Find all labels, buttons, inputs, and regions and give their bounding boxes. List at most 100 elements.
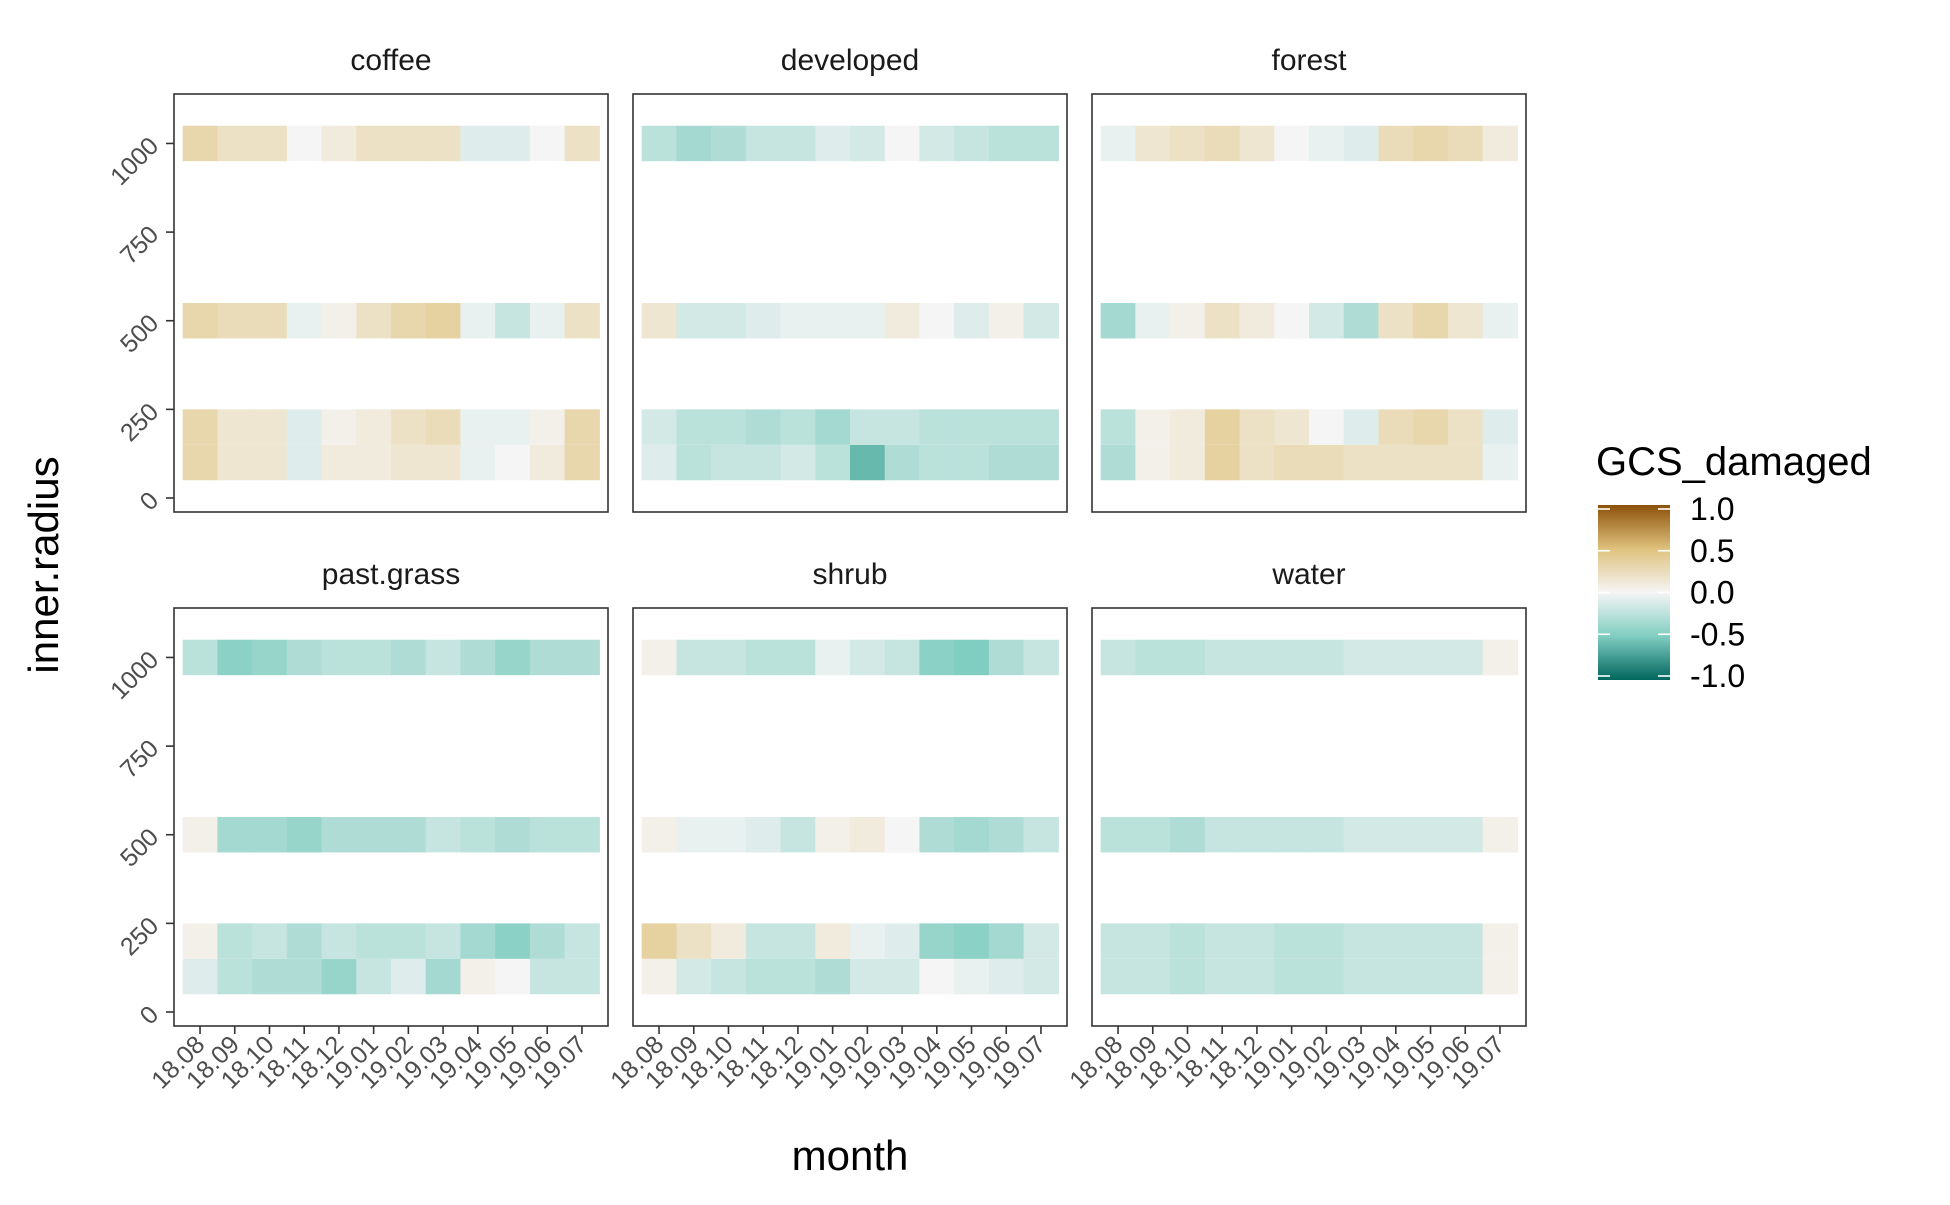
heat-cell — [1170, 125, 1206, 162]
heat-cell — [252, 817, 288, 853]
heat-cell — [850, 958, 886, 995]
heat-cell — [182, 923, 218, 959]
heat-cell — [182, 125, 218, 162]
heat-cell — [954, 303, 990, 339]
heat-cell — [988, 923, 1025, 959]
heat-cell — [217, 444, 253, 481]
heat-cell — [1413, 125, 1449, 162]
heat-cell — [529, 817, 566, 853]
heat-cell — [495, 409, 531, 445]
heat-cell — [884, 958, 921, 995]
heat-cell — [1135, 639, 1171, 676]
heat-cell — [1413, 923, 1449, 959]
heat-cell — [711, 409, 747, 445]
heat-cell — [954, 958, 990, 995]
heat-cell — [529, 409, 566, 445]
heat-cell — [1447, 125, 1484, 162]
heat-cell — [425, 817, 462, 853]
heat-cell — [495, 444, 531, 481]
heat-cell — [988, 409, 1025, 445]
legend-tick-label: -1.0 — [1690, 658, 1745, 694]
heat-cell — [1309, 639, 1345, 676]
heat-cell — [321, 923, 357, 959]
heat-cell — [676, 817, 712, 853]
heat-cell — [919, 923, 955, 959]
legend-tick-label: -0.5 — [1690, 616, 1745, 652]
heat-cell — [676, 923, 712, 959]
heat-cell — [641, 958, 677, 995]
heat-cell — [1447, 409, 1484, 445]
heat-cell — [182, 958, 218, 995]
heat-cell — [1274, 639, 1310, 676]
heat-cell — [1239, 817, 1275, 853]
heat-cell — [815, 125, 851, 162]
heat-cell — [1100, 817, 1136, 853]
heat-cell — [919, 444, 955, 481]
legend-tick-label: 0.0 — [1690, 575, 1734, 611]
heat-cell — [1239, 923, 1275, 959]
heat-cell — [1378, 444, 1414, 481]
heat-cell — [1447, 303, 1484, 339]
heat-cell — [1100, 958, 1136, 995]
heat-cell — [1343, 639, 1380, 676]
heat-cell — [1378, 303, 1414, 339]
panel-title-water: water — [1271, 558, 1345, 591]
heat-cell — [641, 639, 677, 676]
heat-cell — [988, 125, 1025, 162]
heat-cell — [815, 444, 851, 481]
panel-border — [1091, 93, 1527, 513]
heat-cell — [954, 409, 990, 445]
heat-cell — [711, 125, 747, 162]
heat-cell — [460, 444, 496, 481]
heat-cell — [391, 125, 427, 162]
heat-cell — [1100, 923, 1136, 959]
heat-cell — [884, 303, 921, 339]
heat-cell — [1204, 444, 1241, 481]
heat-cell — [321, 639, 357, 676]
heat-cell — [217, 125, 253, 162]
heat-cell — [1274, 444, 1310, 481]
heat-cell — [252, 923, 288, 959]
y-axis-title: inner.radius — [20, 456, 67, 673]
heat-cell — [1413, 444, 1449, 481]
heat-cell — [1023, 125, 1059, 162]
heat-cell — [1239, 303, 1275, 339]
heat-cell — [1204, 817, 1241, 853]
heat-cell — [1023, 639, 1059, 676]
heat-cell — [321, 817, 357, 853]
heat-cell — [286, 125, 323, 162]
heat-cell — [1447, 923, 1484, 959]
heat-cell — [252, 125, 288, 162]
panel-border — [173, 93, 609, 513]
panel-border — [173, 607, 609, 1027]
heat-cell — [884, 409, 921, 445]
heat-cell — [919, 958, 955, 995]
heat-cell — [1309, 125, 1345, 162]
heat-cell — [564, 444, 600, 481]
y-tick-label: 500 — [115, 309, 164, 358]
heat-cell — [425, 958, 462, 995]
heat-cell — [217, 923, 253, 959]
heat-cell — [1170, 303, 1206, 339]
heat-cell — [1309, 409, 1345, 445]
heat-cell — [1274, 958, 1310, 995]
heat-cell — [780, 817, 816, 853]
heat-cell — [815, 923, 851, 959]
y-tick-label: 250 — [115, 912, 164, 961]
heat-cell — [252, 409, 288, 445]
heat-cell — [356, 444, 392, 481]
heat-cell — [1023, 923, 1059, 959]
heat-cell — [1309, 303, 1345, 339]
heat-cell — [919, 639, 955, 676]
heat-cell — [850, 303, 886, 339]
heat-cell — [1309, 444, 1345, 481]
heat-cell — [1309, 817, 1345, 853]
heat-cell — [1100, 303, 1136, 339]
heat-cell — [850, 409, 886, 445]
panel-border — [632, 607, 1068, 1027]
heat-cell — [460, 639, 496, 676]
heat-cell — [1482, 303, 1518, 339]
heat-cell — [1204, 303, 1241, 339]
heat-cell — [1447, 817, 1484, 853]
heat-cell — [1204, 923, 1241, 959]
